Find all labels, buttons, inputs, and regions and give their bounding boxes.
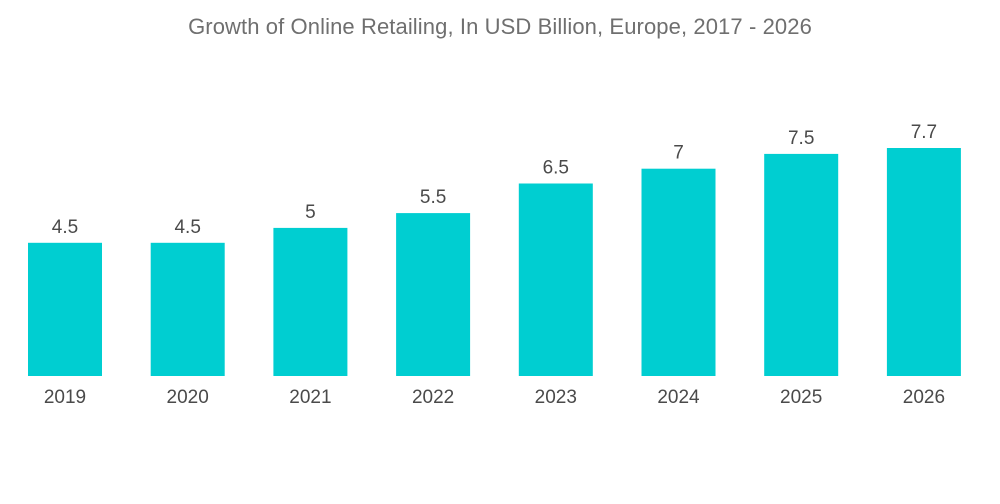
x-axis-tick-labels: 2019 2020 2021 2022 2023 2024 2025 2026 (44, 387, 945, 408)
bar-2023 (518, 183, 593, 376)
bars-layer (28, 148, 961, 376)
bar-2020 (150, 242, 225, 376)
bar-2019 (28, 242, 102, 376)
value-label-2026: 7.7 (911, 122, 937, 143)
x-tick-label-2020: 2020 (167, 387, 209, 408)
value-label-2020: 4.5 (174, 217, 200, 238)
bar-2024 (641, 168, 716, 376)
bar-2021 (273, 227, 348, 376)
bar-2022 (396, 213, 471, 376)
value-label-2025: 7.5 (788, 128, 814, 149)
chart-title: Growth of Online Retailing, In USD Billi… (188, 14, 812, 39)
x-tick-label-2024: 2024 (657, 387, 700, 408)
value-label-2021: 5 (305, 202, 316, 223)
value-labels-layer: 4.5 4.5 5 5.5 6.5 7 7.5 7.7 (52, 122, 937, 238)
x-tick-label-2025: 2025 (780, 387, 822, 408)
x-tick-label-2026: 2026 (903, 387, 945, 408)
x-tick-label-2023: 2023 (535, 387, 577, 408)
x-tick-label-2022: 2022 (412, 387, 454, 408)
value-label-2022: 5.5 (420, 187, 446, 208)
x-tick-label-2021: 2021 (289, 387, 331, 408)
value-label-2023: 6.5 (543, 158, 569, 179)
x-tick-label-2019: 2019 (44, 387, 86, 408)
bar-2025 (764, 153, 839, 376)
value-label-2024: 7 (673, 143, 684, 164)
value-label-2019: 4.5 (52, 217, 78, 238)
bar-2026 (886, 148, 961, 376)
